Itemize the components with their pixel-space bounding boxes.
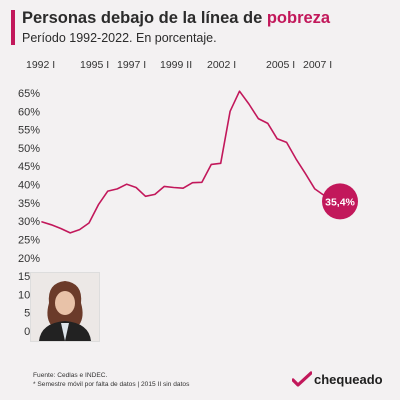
brand-logo[interactable]: chequeado: [292, 370, 383, 388]
chequeado-logo-icon: [292, 371, 312, 387]
title-main-text: Personas debajo de la línea de: [22, 9, 267, 27]
series-line: [41, 90, 344, 234]
y-tick-label: 35%: [18, 198, 40, 210]
chart-title: Personas debajo de la línea de pobreza: [22, 9, 330, 28]
y-tick-label: 65%: [18, 88, 40, 100]
brand-name: chequeado: [314, 371, 383, 387]
footer: Fuente: Cedlas e INDEC. * Semestre móvil…: [33, 371, 189, 389]
title-accent-bar: [11, 10, 15, 45]
title-highlight-text: pobreza: [266, 9, 331, 27]
y-tick-label: 20%: [18, 253, 40, 265]
highlight-label: 35,4%: [325, 196, 355, 208]
chart-subtitle: Período 1992-2022. En porcentaje.: [22, 31, 217, 45]
highlight-point: [322, 183, 358, 220]
x-axis: 1992 I 1995 I 1997 I 1999 II 2002 I 2005 I 200…: [26, 59, 332, 71]
person-portrait-image: [30, 272, 100, 342]
x-tick-label: 2007 I: [303, 59, 332, 71]
x-tick-label: 2005 I: [266, 59, 295, 71]
series-group: [41, 90, 344, 234]
x-tick-label: 1992 I: [26, 59, 55, 71]
person-portrait-icon: [31, 273, 99, 341]
source-note: Fuente: Cedlas e INDEC.: [33, 372, 108, 379]
x-tick-label: 1997 I: [117, 59, 146, 71]
y-tick-label: 25%: [18, 234, 40, 246]
y-tick-label: 60%: [18, 106, 40, 118]
data-note: * Semestre móvil por falta de datos | 20…: [33, 381, 190, 388]
y-tick-label: 55%: [18, 125, 40, 137]
y-tick-label: 30%: [18, 216, 40, 228]
x-tick-label: 1999 II: [160, 59, 192, 71]
highlight-group: 35,4%: [322, 183, 358, 220]
y-tick-label: 45%: [18, 161, 40, 173]
y-tick-label: 50%: [18, 143, 40, 155]
x-tick-label: 1995 I: [80, 59, 109, 71]
y-tick-label: 40%: [18, 180, 40, 192]
x-tick-label: 2002 I: [207, 59, 236, 71]
